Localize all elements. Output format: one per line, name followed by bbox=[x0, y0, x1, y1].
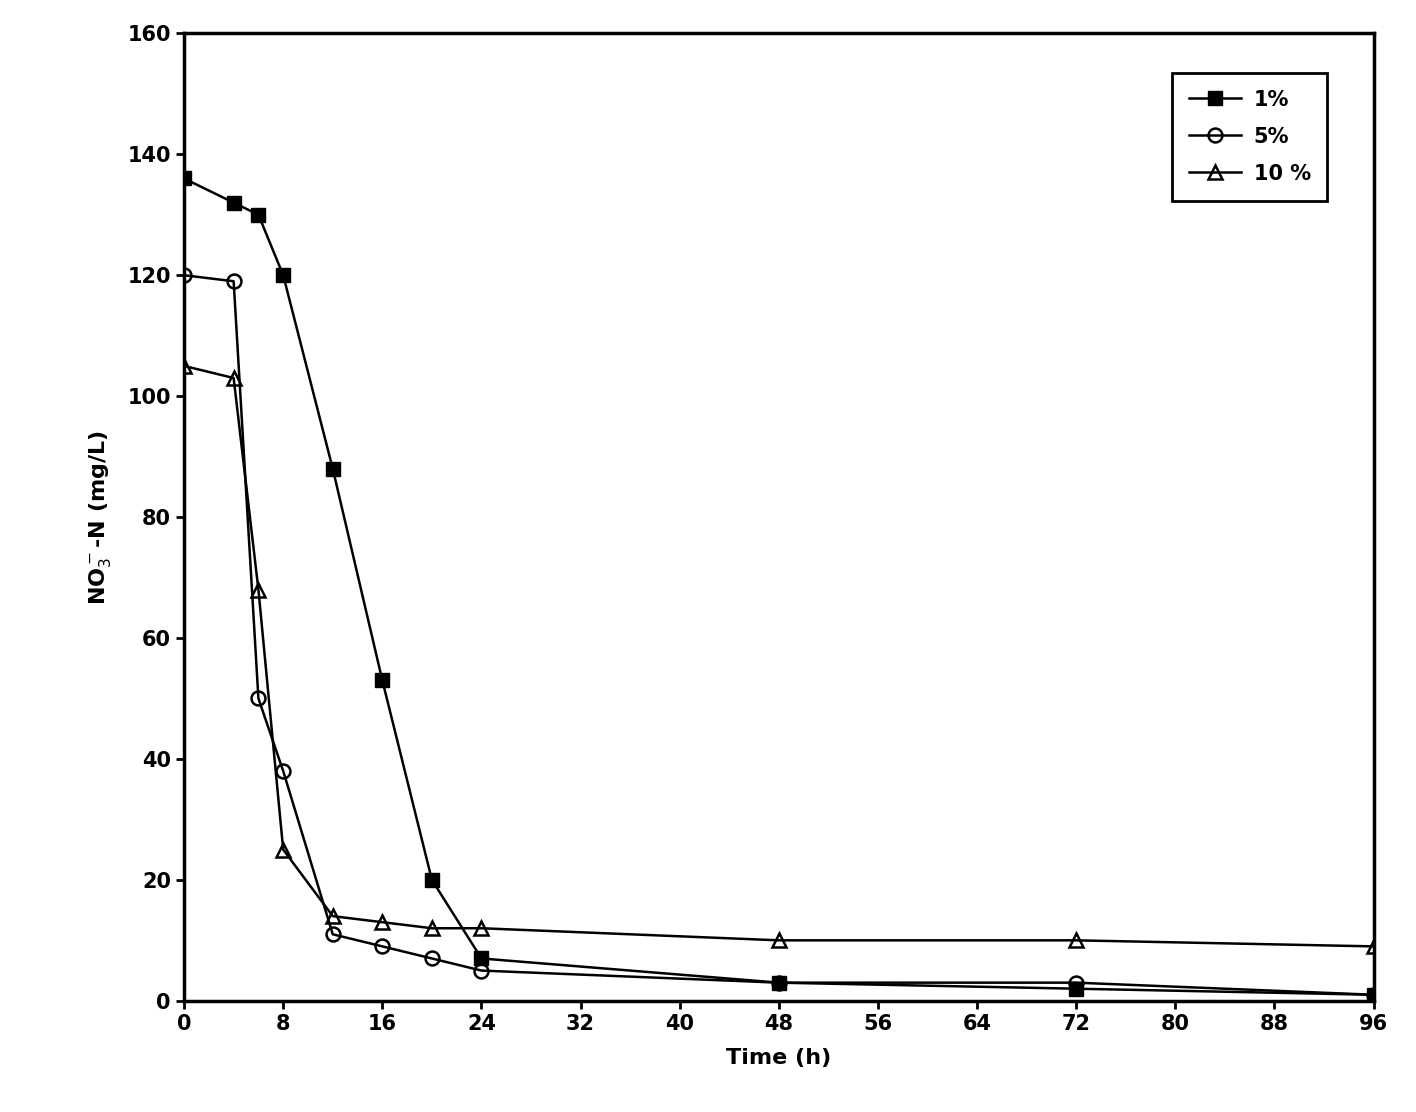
5% bbox=[473, 964, 490, 977]
10 % bbox=[423, 922, 440, 935]
1% bbox=[275, 268, 292, 281]
10 % bbox=[473, 922, 490, 935]
10 % bbox=[1068, 934, 1085, 947]
1% bbox=[770, 976, 787, 990]
Legend: 1%, 5%, 10 %: 1%, 5%, 10 % bbox=[1172, 72, 1327, 201]
1% bbox=[176, 172, 193, 186]
5% bbox=[770, 976, 787, 990]
1% bbox=[1068, 982, 1085, 995]
5% bbox=[1365, 989, 1382, 1002]
10 % bbox=[770, 934, 787, 947]
5% bbox=[251, 692, 268, 705]
Y-axis label: NO$_3^-$-N (mg/L): NO$_3^-$-N (mg/L) bbox=[88, 429, 113, 605]
10 % bbox=[251, 583, 268, 596]
5% bbox=[324, 927, 341, 941]
Line: 5%: 5% bbox=[177, 268, 1381, 1002]
1% bbox=[251, 208, 268, 221]
10 % bbox=[1365, 940, 1382, 953]
5% bbox=[275, 764, 292, 777]
1% bbox=[324, 463, 341, 476]
1% bbox=[473, 952, 490, 965]
X-axis label: Time (h): Time (h) bbox=[726, 1048, 831, 1068]
10 % bbox=[225, 371, 242, 385]
5% bbox=[1068, 976, 1085, 990]
1% bbox=[1365, 989, 1382, 1002]
1% bbox=[225, 196, 242, 209]
10 % bbox=[324, 910, 341, 923]
5% bbox=[176, 268, 193, 281]
1% bbox=[374, 674, 391, 687]
10 % bbox=[176, 359, 193, 373]
5% bbox=[374, 940, 391, 953]
5% bbox=[225, 275, 242, 288]
10 % bbox=[374, 915, 391, 929]
10 % bbox=[275, 843, 292, 856]
1% bbox=[423, 873, 440, 886]
Line: 10 %: 10 % bbox=[177, 359, 1381, 953]
5% bbox=[423, 952, 440, 965]
Line: 1%: 1% bbox=[177, 171, 1381, 1002]
